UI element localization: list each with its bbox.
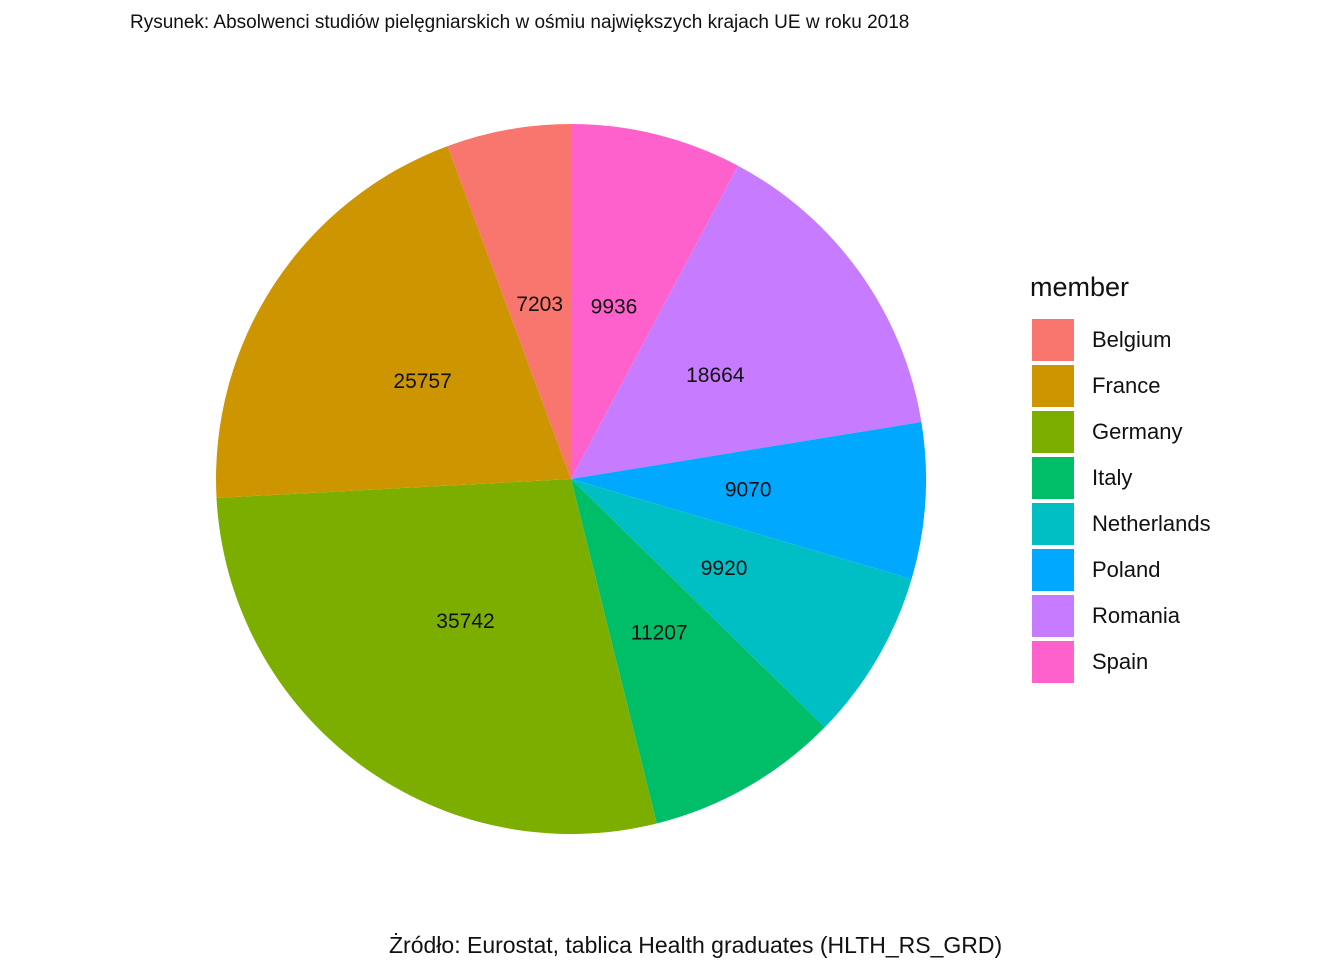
legend-item-belgium: Belgium	[1030, 317, 1211, 363]
slice-label-spain: 9936	[591, 295, 638, 318]
pie-slice-belgium	[447, 124, 571, 479]
legend-key-italy	[1032, 457, 1074, 499]
legend: member Belgium France Germany Italy Netherla…	[1030, 272, 1211, 685]
legend-item-spain: Spain	[1030, 639, 1211, 685]
legend-label-netherlands: Netherlands	[1092, 511, 1211, 536]
legend-item-romania: Romania	[1030, 593, 1211, 639]
slice-label-france: 25757	[393, 370, 451, 393]
chart-title: Rysunek: Absolwenci studiów pielęgniarsk…	[130, 12, 910, 33]
pie-slices	[216, 124, 927, 834]
chart-caption: Żródło: Eurostat, tablica Health graduat…	[389, 932, 1003, 958]
pie-slice-romania	[571, 165, 922, 479]
pie-slice-netherlands	[571, 479, 912, 728]
slice-label-poland: 9070	[725, 479, 772, 502]
legend-label-belgium: Belgium	[1092, 327, 1172, 352]
slice-label-netherlands: 9920	[701, 557, 748, 580]
pie-slice-italy	[571, 479, 825, 824]
pie-slice-poland	[571, 421, 927, 580]
legend-item-france: France	[1030, 363, 1211, 409]
slice-label-germany: 35742	[436, 610, 494, 633]
legend-label-poland: Poland	[1092, 557, 1161, 582]
legend-key-netherlands	[1032, 503, 1074, 545]
slice-label-italy: 11207	[631, 622, 688, 645]
slice-label-romania: 18664	[686, 364, 745, 387]
pie-slice-spain	[571, 124, 738, 479]
legend-key-romania	[1032, 595, 1074, 637]
legend-key-poland	[1032, 549, 1074, 591]
pie-slice-germany	[216, 479, 657, 834]
legend-key-france	[1032, 365, 1074, 407]
legend-item-italy: Italy	[1030, 455, 1211, 501]
legend-item-poland: Poland	[1030, 547, 1211, 593]
pie-slice-france	[216, 146, 571, 498]
legend-items: Belgium France Germany Italy Netherlands Pola…	[1030, 317, 1211, 685]
legend-label-italy: Italy	[1092, 465, 1133, 490]
legend-label-germany: Germany	[1092, 419, 1183, 444]
legend-label-france: France	[1092, 373, 1161, 398]
legend-label-romania: Romania	[1092, 603, 1181, 628]
slice-label-belgium: 7203	[516, 293, 563, 316]
legend-title: member	[1030, 272, 1130, 302]
legend-key-germany	[1032, 411, 1074, 453]
legend-item-germany: Germany	[1030, 409, 1211, 455]
legend-label-spain: Spain	[1092, 649, 1149, 674]
legend-key-belgium	[1032, 319, 1074, 361]
legend-item-netherlands: Netherlands	[1030, 501, 1211, 547]
legend-key-spain	[1032, 641, 1074, 683]
pie-labels: 9936 18664 9070 9920 11207 35742 25757 7203	[393, 293, 771, 645]
